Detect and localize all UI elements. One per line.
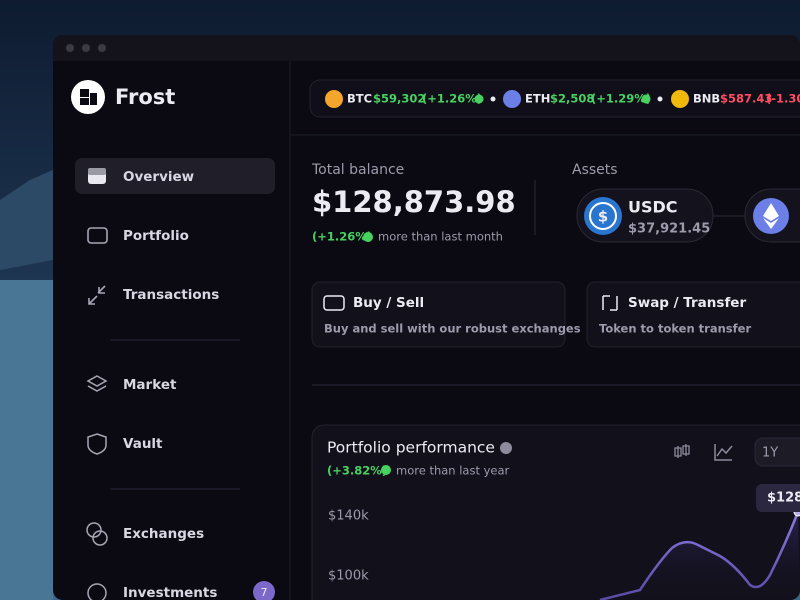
performance-title: Portfolio performance: [327, 439, 495, 457]
nav-item[interactable]: Vault: [123, 436, 163, 452]
assets-label: Assets: [572, 162, 618, 178]
action-title: Buy / Sell: [353, 295, 424, 311]
brand-name: Frost: [115, 85, 175, 109]
performance-note: more than last year: [396, 464, 510, 478]
balance-amount: $128,873.98: [312, 185, 516, 219]
ticker-change: (+1.29%): [591, 92, 651, 106]
candle-toggle[interactable]: [674, 444, 690, 458]
tooltip-value: $128k: [767, 491, 800, 506]
performance-line: [599, 511, 800, 600]
balance-label: Total balance: [311, 162, 404, 178]
ticker-price: $59,302: [373, 92, 425, 106]
action-description: Buy and sell with our robust exchanges: [324, 322, 581, 336]
action-card[interactable]: [311, 281, 566, 348]
ticker-bar: [309, 79, 800, 118]
performance-change: (+3.82%): [327, 464, 387, 478]
lake: [0, 280, 53, 600]
balance-change: (+1.26%): [312, 230, 372, 244]
nav-item[interactable]: Market: [123, 377, 177, 393]
mountain: [0, 170, 53, 270]
action-description: Token to token transfer: [599, 322, 751, 336]
action-title: Swap / Transfer: [628, 295, 746, 311]
range-select[interactable]: [754, 437, 800, 467]
tooltip: [756, 484, 800, 512]
nav-active-bg: [75, 158, 275, 194]
action-card[interactable]: [586, 281, 800, 348]
nav-item[interactable]: Portfolio: [123, 228, 189, 244]
ticker-change: (+1.26%): [422, 92, 482, 106]
nav-item[interactable]: Transactions: [123, 287, 219, 303]
y-label: $100k: [328, 569, 369, 584]
app-window: Frost Overview Portfolio Transactions Ma…: [53, 35, 800, 600]
nav-item[interactable]: Investments: [123, 585, 217, 600]
asset-symbol: USDC: [628, 198, 678, 217]
ticker-price: $2,508: [550, 92, 594, 106]
ticker-price: $587.43: [720, 92, 772, 106]
y-label: $140k: [328, 509, 369, 524]
asset-amount: $37,921.45: [628, 222, 710, 237]
svg-text:$: $: [598, 208, 608, 226]
nav-badge: 7: [261, 586, 268, 599]
balance-note: more than last month: [378, 230, 503, 244]
range-label: 1Y: [762, 446, 778, 461]
ticker-symbol: BNB: [693, 92, 720, 106]
ticker-symbol: ETH: [525, 92, 550, 106]
line-toggle[interactable]: [714, 444, 733, 461]
badge-bg: [253, 581, 275, 600]
nav-item[interactable]: Exchanges: [123, 526, 204, 542]
ticker-symbol: BTC: [347, 92, 372, 106]
ticker-change: (-1.30%): [766, 92, 800, 106]
nav-item[interactable]: Overview: [123, 169, 194, 185]
